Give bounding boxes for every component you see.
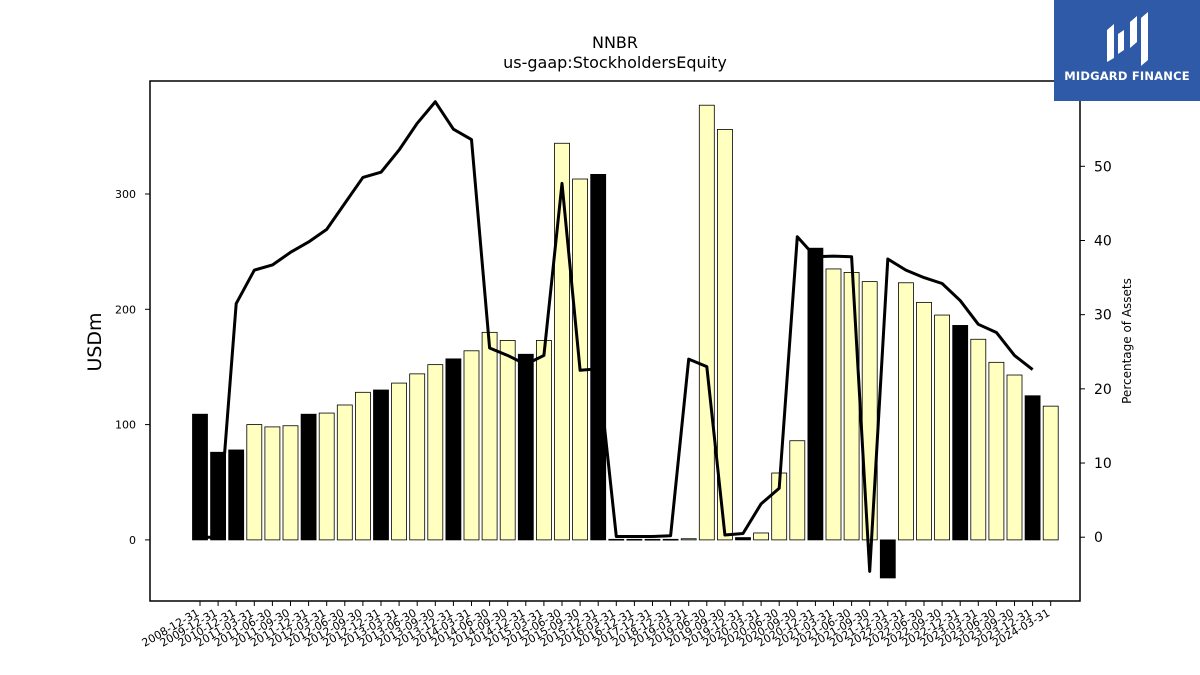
bar — [825, 268, 842, 541]
bar — [264, 426, 281, 541]
bar — [481, 331, 498, 541]
bar — [192, 413, 208, 541]
y-tick-label: 200 — [115, 303, 136, 316]
bar — [698, 104, 715, 541]
bar — [626, 538, 643, 541]
bar — [898, 282, 914, 541]
bar — [717, 129, 733, 541]
y-tick-label: 0 — [129, 534, 136, 547]
bar — [463, 350, 480, 541]
bar — [952, 325, 969, 541]
y2-tick-label: 0 — [1094, 530, 1103, 546]
bar — [1006, 374, 1023, 541]
bar — [499, 340, 516, 541]
bar — [409, 373, 426, 541]
bar — [662, 538, 679, 541]
brand-logo: MIDGARD FINANCE — [1054, 0, 1200, 101]
bar — [445, 358, 462, 541]
bar — [427, 364, 444, 541]
bar — [916, 301, 932, 541]
bar — [753, 532, 769, 541]
brand-name: MIDGARD FINANCE — [1064, 69, 1190, 83]
y-tick-label: 100 — [115, 419, 136, 432]
bar — [536, 340, 552, 541]
y2-tick-label: 30 — [1094, 308, 1112, 324]
axes-layer: 0100200300010203040502008-12-312009-12-3… — [115, 80, 1112, 650]
bar — [680, 538, 697, 541]
series-line — [200, 100, 1034, 573]
chart-title: NNBR — [592, 33, 638, 52]
bar — [789, 440, 806, 541]
bar — [608, 538, 625, 541]
bar — [879, 539, 896, 579]
y-axis-label: USDm — [84, 312, 106, 371]
bar — [228, 449, 245, 541]
bar — [354, 391, 371, 541]
bar — [1024, 395, 1041, 541]
plot-frame — [149, 80, 1081, 602]
y-tick-label: 300 — [115, 188, 136, 201]
bar — [807, 247, 824, 541]
bar — [391, 382, 408, 541]
line-layer — [200, 100, 1034, 573]
bars-layer — [192, 104, 1059, 579]
bar — [1042, 405, 1059, 541]
bar — [590, 173, 607, 541]
y2-tick-label: 50 — [1094, 159, 1112, 175]
bar — [843, 271, 860, 541]
bar — [282, 425, 299, 541]
y2-tick-label: 20 — [1094, 382, 1112, 398]
bar — [517, 353, 534, 541]
bar — [970, 338, 987, 541]
bar — [988, 361, 1005, 541]
bar — [735, 537, 751, 541]
y2-tick-label: 10 — [1094, 456, 1112, 472]
bar — [861, 281, 878, 541]
bar — [373, 389, 389, 541]
bar — [554, 142, 570, 541]
bar — [300, 413, 317, 541]
bar — [246, 424, 263, 541]
chart-subtitle: us-gaap:StockholdersEquity — [503, 53, 727, 72]
bar — [318, 412, 335, 541]
bar — [934, 314, 950, 541]
y2-tick-label: 40 — [1094, 233, 1112, 249]
logo-mark-icon — [1107, 12, 1148, 66]
y2-axis-label: Percentage of Assets — [1120, 278, 1134, 404]
bar — [336, 404, 353, 541]
bar — [644, 538, 661, 541]
